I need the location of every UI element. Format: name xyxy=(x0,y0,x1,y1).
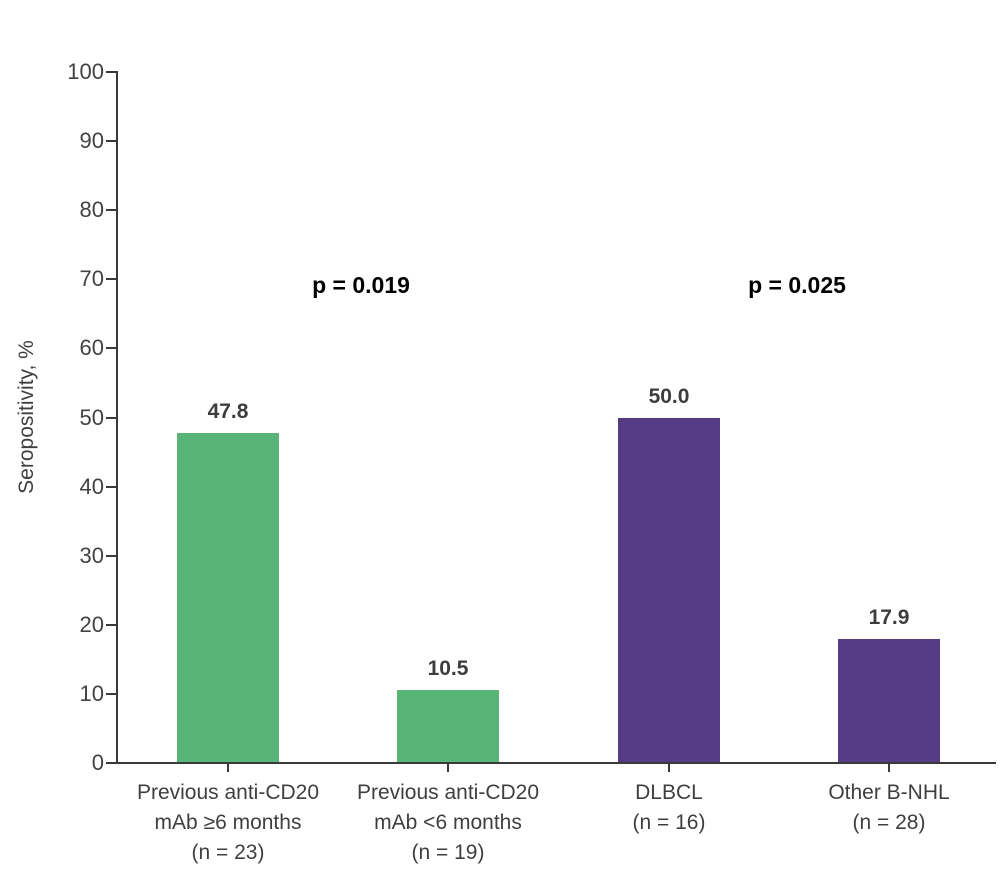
y-axis-tick-label: 10 xyxy=(79,680,104,706)
x-category-label: Other B-NHL (n = 28) xyxy=(828,781,950,834)
bar xyxy=(177,432,279,762)
y-axis-tick-label: 40 xyxy=(79,473,104,499)
x-category-label: Previous anti-CD20 mAb <6 months (n = 19… xyxy=(356,781,540,864)
y-axis-tick xyxy=(106,140,116,143)
x-axis-tick xyxy=(447,764,449,772)
bar xyxy=(397,690,499,762)
y-axis-tick-label: 90 xyxy=(79,128,104,154)
x-axis-tick xyxy=(227,764,229,772)
y-axis-tick xyxy=(106,347,116,350)
y-axis-tick-label: 100 xyxy=(67,59,104,84)
y-axis-tick xyxy=(106,278,116,281)
bar-value-label: 17.9 xyxy=(868,606,910,630)
y-axis-tick-label: 70 xyxy=(79,266,104,292)
x-axis-line xyxy=(116,762,996,764)
x-axis-tick xyxy=(888,764,890,772)
y-axis-tick xyxy=(106,762,116,764)
bar-value-label: 47.8 xyxy=(207,399,249,423)
y-axis-tick-label: 60 xyxy=(79,335,104,361)
y-axis-tick-label: 0 xyxy=(91,750,104,775)
p-value-annotation: p = 0.025 xyxy=(748,272,846,298)
y-axis-tick-label: 30 xyxy=(79,542,104,568)
y-axis-tick-label: 80 xyxy=(79,197,104,223)
x-category-label: Previous anti-CD20 mAb ≥6 months (n = 23… xyxy=(136,781,320,864)
bar-value-label: 50.0 xyxy=(648,384,690,408)
y-axis-tick xyxy=(106,554,116,557)
bar xyxy=(838,639,940,762)
y-axis-tick xyxy=(106,416,116,419)
y-axis-tick xyxy=(106,623,116,626)
p-value-annotation: p = 0.019 xyxy=(312,272,410,298)
y-axis-tick xyxy=(106,485,116,488)
y-axis-tick xyxy=(106,692,116,695)
y-axis-tick xyxy=(106,71,116,73)
y-axis-line xyxy=(116,71,118,764)
bar-value-label: 10.5 xyxy=(427,657,469,681)
y-axis-tick-label: 50 xyxy=(79,404,104,430)
y-axis-tick-label: 20 xyxy=(79,611,104,637)
x-axis-tick xyxy=(668,764,670,772)
x-category-label: DLBCL (n = 16) xyxy=(632,781,706,834)
bar xyxy=(618,417,720,762)
y-axis-tick xyxy=(106,209,116,212)
